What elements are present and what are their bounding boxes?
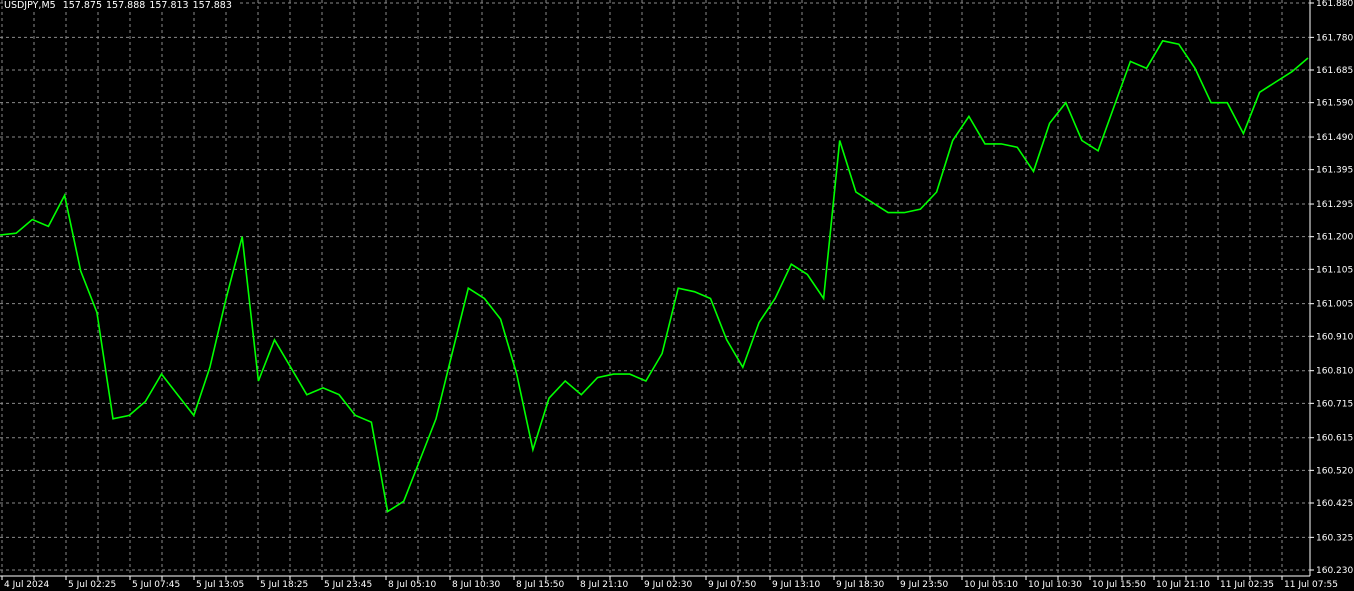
y-tick-label: 161.105 — [1316, 265, 1353, 275]
close-value: 157.883 — [192, 0, 232, 11]
y-tick-label: 161.005 — [1316, 300, 1353, 310]
y-tick-label: 160.910 — [1316, 332, 1353, 342]
y-tick-label: 160.230 — [1316, 566, 1353, 576]
x-tick-label: 5 Jul 23:45 — [324, 580, 372, 590]
x-tick-label: 10 Jul 15:50 — [1092, 580, 1146, 590]
y-tick-label: 160.520 — [1316, 466, 1353, 476]
open-value: 157.875 — [62, 0, 103, 11]
y-tick-label: 161.395 — [1316, 166, 1353, 176]
x-tick-label: 5 Jul 02:25 — [68, 580, 116, 590]
x-tick-label: 10 Jul 21:10 — [1156, 580, 1210, 590]
x-tick-label: 10 Jul 05:10 — [964, 580, 1018, 590]
x-tick-label: 5 Jul 07:45 — [132, 580, 180, 590]
y-tick-label: 160.325 — [1316, 533, 1353, 543]
y-tick-label: 161.685 — [1316, 66, 1353, 76]
x-tick-label: 9 Jul 13:10 — [772, 580, 821, 590]
y-tick-label: 160.715 — [1316, 399, 1353, 409]
x-tick-label: 5 Jul 18:25 — [260, 580, 308, 590]
x-tick-label: 9 Jul 18:30 — [836, 580, 885, 590]
x-tick-label: 9 Jul 23:50 — [900, 580, 949, 590]
x-tick-label: 8 Jul 21:10 — [580, 580, 629, 590]
high-value: 157.888 — [106, 0, 146, 11]
x-tick-label: 9 Jul 02:30 — [644, 580, 693, 590]
grid — [0, 0, 1310, 576]
x-tick-label: 10 Jul 10:30 — [1028, 580, 1082, 590]
y-tick-label: 161.295 — [1316, 200, 1353, 210]
x-tick-label: 5 Jul 13:05 — [196, 580, 244, 590]
price-line — [0, 39, 1309, 513]
y-tick-label: 161.490 — [1316, 133, 1353, 143]
x-tick-label: 8 Jul 10:30 — [452, 580, 501, 590]
x-axis: 4 Jul 2024 5 Jul 02:25 5 Jul 07:45 5 Jul 13… — [1, 576, 1338, 590]
y-tick-label: 161.200 — [1316, 233, 1353, 243]
x-tick-label: 8 Jul 15:50 — [516, 580, 565, 590]
x-tick-label: 11 Jul 07:55 — [1284, 580, 1338, 590]
x-tick-label: 8 Jul 05:10 — [388, 580, 437, 590]
y-axis: 161.880 161.780 161.685 161.590 161.490 161.3… — [1310, 0, 1353, 576]
y-tick-label: 160.615 — [1316, 434, 1353, 444]
x-tick-label: 9 Jul 07:50 — [708, 580, 757, 590]
low-value: 157.813 — [149, 0, 189, 11]
y-tick-label: 161.590 — [1316, 99, 1353, 109]
chart-header: USDJPY,M5 157.875 157.888 157.813 157.883 — [4, 0, 238, 11]
symbol-label: USDJPY,M5 — [4, 0, 56, 11]
y-tick-label: 160.810 — [1316, 367, 1353, 377]
x-tick-label: 4 Jul 2024 — [4, 580, 49, 590]
y-tick-label: 161.880 — [1316, 0, 1353, 9]
y-tick-label: 161.780 — [1316, 33, 1353, 43]
x-tick-label: 11 Jul 02:35 — [1220, 580, 1274, 590]
y-tick-label: 160.425 — [1316, 499, 1353, 509]
